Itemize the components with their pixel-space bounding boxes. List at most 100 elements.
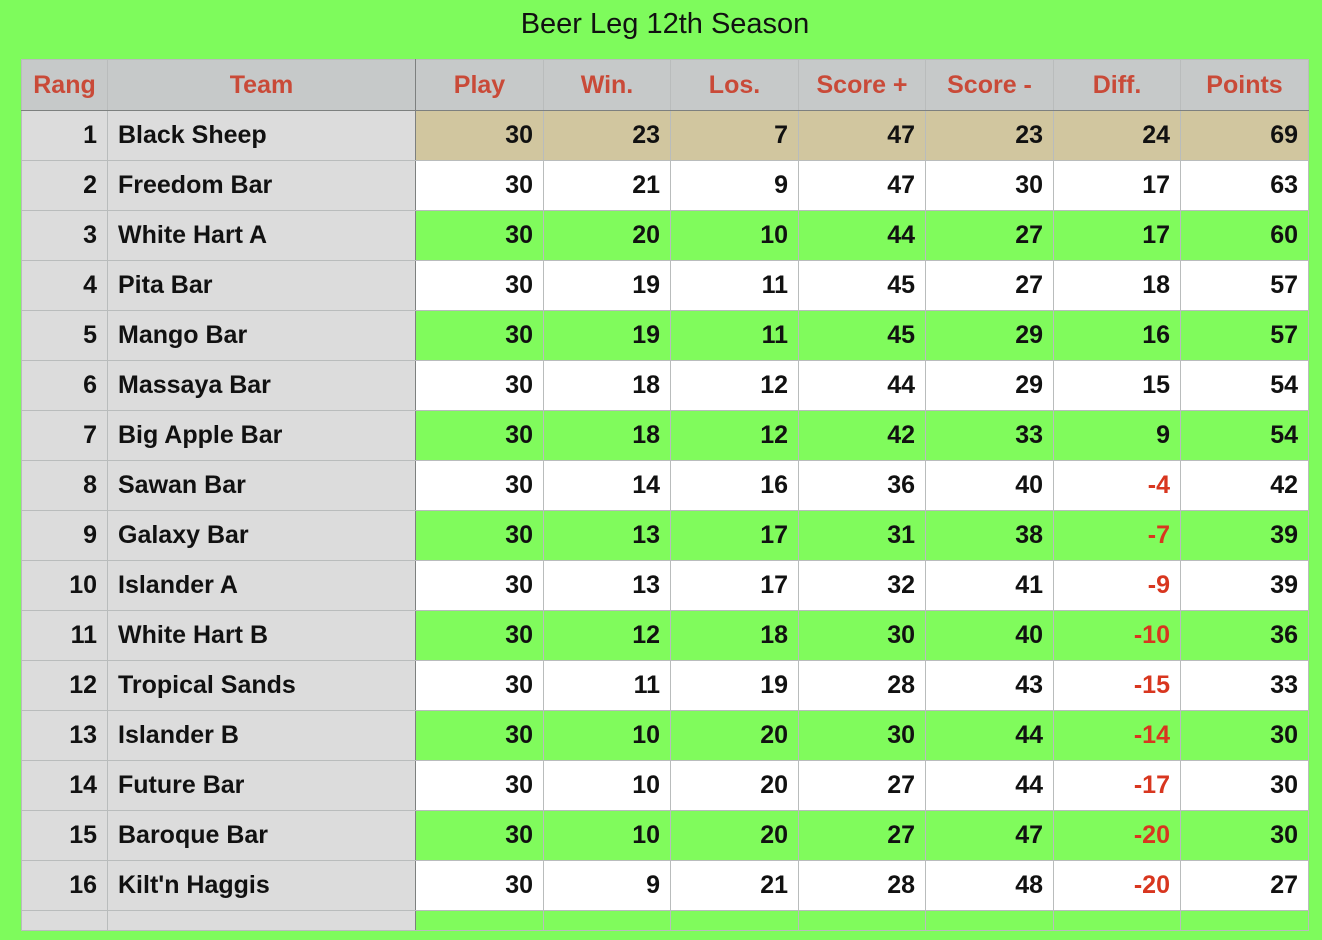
score-minus-cell: 47 [925, 810, 1054, 861]
win-cell: 13 [543, 510, 671, 561]
play-cell: 30 [415, 710, 544, 761]
rank-cell: 5 [21, 310, 108, 361]
column-header-diff[interactable]: Diff. [1053, 59, 1181, 111]
score-plus-cell: 31 [798, 510, 926, 561]
rank-cell: 14 [21, 760, 108, 811]
win-cell: 21 [543, 160, 671, 211]
team-name-cell: Freedom Bar [107, 160, 416, 211]
los-cell: 17 [670, 510, 799, 561]
los-cell: 21 [670, 860, 799, 911]
win-cell: 18 [543, 410, 671, 461]
los-cell: 9 [670, 160, 799, 211]
diff-cell: 24 [1053, 110, 1181, 161]
play-cell: 30 [415, 110, 544, 161]
score-minus-cell: 29 [925, 360, 1054, 411]
rank-cell: 6 [21, 360, 108, 411]
table-row: 7 Big Apple Bar 30 18 12 42 33 9 54 [21, 410, 1309, 461]
table-row-partial [21, 910, 1309, 931]
points-cell: 54 [1180, 410, 1309, 461]
score-plus-cell: 27 [798, 760, 926, 811]
score-plus-cell: 44 [798, 360, 926, 411]
diff-cell: -9 [1053, 560, 1181, 611]
table-row: 3 White Hart A 30 20 10 44 27 17 60 [21, 210, 1309, 261]
points-cell: 30 [1180, 810, 1309, 861]
table-row: 14 Future Bar 30 10 20 27 44 -17 30 [21, 760, 1309, 811]
points-cell: 42 [1180, 460, 1309, 511]
play-cell: 30 [415, 410, 544, 461]
team-name-cell: Galaxy Bar [107, 510, 416, 561]
column-header-team[interactable]: Team [107, 59, 416, 111]
play-cell: 30 [415, 260, 544, 311]
table-row: 9 Galaxy Bar 30 13 17 31 38 -7 39 [21, 510, 1309, 561]
score-minus-cell: 44 [925, 760, 1054, 811]
win-cell: 10 [543, 810, 671, 861]
play-cell: 30 [415, 760, 544, 811]
team-name-cell: Tropical Sands [107, 660, 416, 711]
table-row: 10 Islander A 30 13 17 32 41 -9 39 [21, 560, 1309, 611]
win-cell: 14 [543, 460, 671, 511]
column-header-win[interactable]: Win. [543, 59, 671, 111]
points-cell: 39 [1180, 560, 1309, 611]
play-cell: 30 [415, 610, 544, 661]
los-cell: 18 [670, 610, 799, 661]
score-plus-cell: 36 [798, 460, 926, 511]
score-minus-cell: 30 [925, 160, 1054, 211]
diff-cell: -10 [1053, 610, 1181, 661]
empty-cell [798, 910, 926, 931]
rank-cell: 9 [21, 510, 108, 561]
score-minus-cell: 38 [925, 510, 1054, 561]
score-minus-cell: 48 [925, 860, 1054, 911]
los-cell: 20 [670, 760, 799, 811]
empty-cell [1180, 910, 1309, 931]
column-header-points[interactable]: Points [1180, 59, 1309, 111]
page-title: Beer Leg 12th Season [520, 8, 810, 40]
points-cell: 57 [1180, 310, 1309, 361]
diff-cell: -20 [1053, 860, 1181, 911]
play-cell: 30 [415, 460, 544, 511]
rank-cell: 15 [21, 810, 108, 861]
score-minus-cell: 29 [925, 310, 1054, 361]
table-row: 16 Kilt'n Haggis 30 9 21 28 48 -20 27 [21, 860, 1309, 911]
score-plus-cell: 30 [798, 610, 926, 661]
score-plus-cell: 45 [798, 310, 926, 361]
score-plus-cell: 28 [798, 660, 926, 711]
diff-cell: -20 [1053, 810, 1181, 861]
win-cell: 19 [543, 310, 671, 361]
rank-cell: 10 [21, 560, 108, 611]
rank-cell: 2 [21, 160, 108, 211]
rank-cell: 7 [21, 410, 108, 461]
column-header-los[interactable]: Los. [670, 59, 799, 111]
win-cell: 23 [543, 110, 671, 161]
score-plus-cell: 27 [798, 810, 926, 861]
play-cell: 30 [415, 310, 544, 361]
team-name-cell: Massaya Bar [107, 360, 416, 411]
empty-cell [1053, 910, 1181, 931]
table-row: 4 Pita Bar 30 19 11 45 27 18 57 [21, 260, 1309, 311]
team-name-cell: Sawan Bar [107, 460, 416, 511]
points-cell: 36 [1180, 610, 1309, 661]
standings-table: Rang Team Play Win. Los. Score + Score -… [21, 59, 1309, 931]
column-header-rank[interactable]: Rang [21, 59, 108, 111]
score-plus-cell: 42 [798, 410, 926, 461]
table-row: 13 Islander B 30 10 20 30 44 -14 30 [21, 710, 1309, 761]
win-cell: 10 [543, 760, 671, 811]
column-header-score-plus[interactable]: Score + [798, 59, 926, 111]
score-plus-cell: 30 [798, 710, 926, 761]
play-cell: 30 [415, 510, 544, 561]
diff-cell: 9 [1053, 410, 1181, 461]
score-plus-cell: 45 [798, 260, 926, 311]
column-header-play[interactable]: Play [415, 59, 544, 111]
table-row: 12 Tropical Sands 30 11 19 28 43 -15 33 [21, 660, 1309, 711]
play-cell: 30 [415, 160, 544, 211]
rank-cell: 11 [21, 610, 108, 661]
table-row: 5 Mango Bar 30 19 11 45 29 16 57 [21, 310, 1309, 361]
score-minus-cell: 44 [925, 710, 1054, 761]
empty-cell [925, 910, 1054, 931]
team-name-cell: Black Sheep [107, 110, 416, 161]
diff-cell: -15 [1053, 660, 1181, 711]
team-name-cell: Mango Bar [107, 310, 416, 361]
team-name-cell: Baroque Bar [107, 810, 416, 861]
column-header-score-minus[interactable]: Score - [925, 59, 1054, 111]
win-cell: 9 [543, 860, 671, 911]
points-cell: 30 [1180, 710, 1309, 761]
